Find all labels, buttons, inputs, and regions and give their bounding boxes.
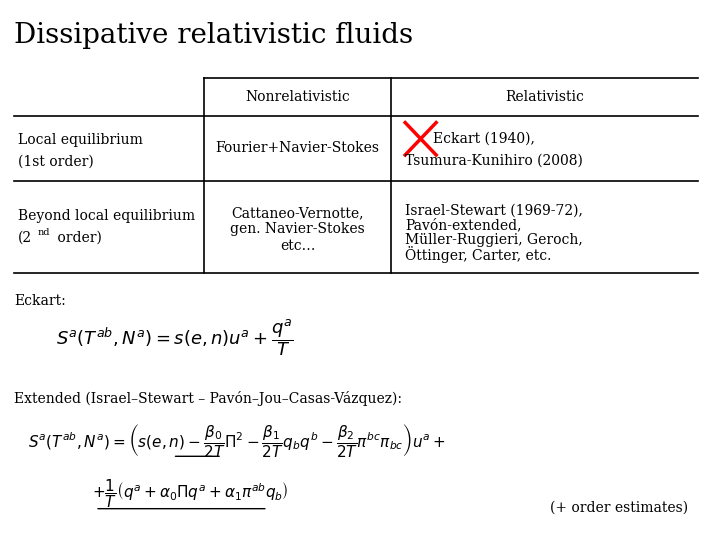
Text: Pavón-extended,: Pavón-extended, <box>405 218 522 232</box>
Text: Nonrelativistic: Nonrelativistic <box>246 90 350 104</box>
Text: Beyond local equilibrium: Beyond local equilibrium <box>17 209 194 223</box>
Text: Eckart (1940),: Eckart (1940), <box>433 132 535 146</box>
Text: $S^{a}(T^{ab}, N^{a}) = s(e,n)u^{a} + \dfrac{q^{a}}{T}$: $S^{a}(T^{ab}, N^{a}) = s(e,n)u^{a} + \d… <box>56 317 294 358</box>
Text: (1st order): (1st order) <box>17 155 94 169</box>
Text: Tsumura-Kunihiro (2008): Tsumura-Kunihiro (2008) <box>405 153 583 167</box>
Text: Eckart:: Eckart: <box>14 294 66 308</box>
Text: $S^{a}(T^{ab}, N^{a}) = \left( s(e,n) - \dfrac{\beta_0}{2T}\Pi^{2} - \dfrac{\bet: $S^{a}(T^{ab}, N^{a}) = \left( s(e,n) - … <box>28 422 446 458</box>
Text: order): order) <box>53 231 102 245</box>
Text: (+ order estimates): (+ order estimates) <box>549 501 688 515</box>
Text: etc…: etc… <box>280 239 315 253</box>
Text: Israel-Stewart (1969-72),: Israel-Stewart (1969-72), <box>405 204 583 218</box>
Text: Fourier+Navier-Stokes: Fourier+Navier-Stokes <box>216 141 379 156</box>
Text: $+ \dfrac{1}{T}\left( q^{a} + \alpha_0 \Pi q^{a} + \alpha_1 \pi^{ab} q_{b} \righ: $+ \dfrac{1}{T}\left( q^{a} + \alpha_0 \… <box>91 478 288 510</box>
Text: nd: nd <box>37 228 50 237</box>
Text: Cattaneo-Vernotte,: Cattaneo-Vernotte, <box>231 206 364 220</box>
Text: Öttinger, Carter, etc.: Öttinger, Carter, etc. <box>405 246 552 263</box>
Text: (2: (2 <box>17 231 32 245</box>
Text: Relativistic: Relativistic <box>505 90 584 104</box>
Text: Extended (Israel–Stewart – Pavón–Jou–Casas-Vázquez):: Extended (Israel–Stewart – Pavón–Jou–Cas… <box>14 392 402 407</box>
Text: gen. Navier-Stokes: gen. Navier-Stokes <box>230 222 365 237</box>
Text: Dissipative relativistic fluids: Dissipative relativistic fluids <box>14 22 413 49</box>
Text: Müller-Ruggieri, Geroch,: Müller-Ruggieri, Geroch, <box>405 233 583 247</box>
Text: Local equilibrium: Local equilibrium <box>17 133 143 147</box>
